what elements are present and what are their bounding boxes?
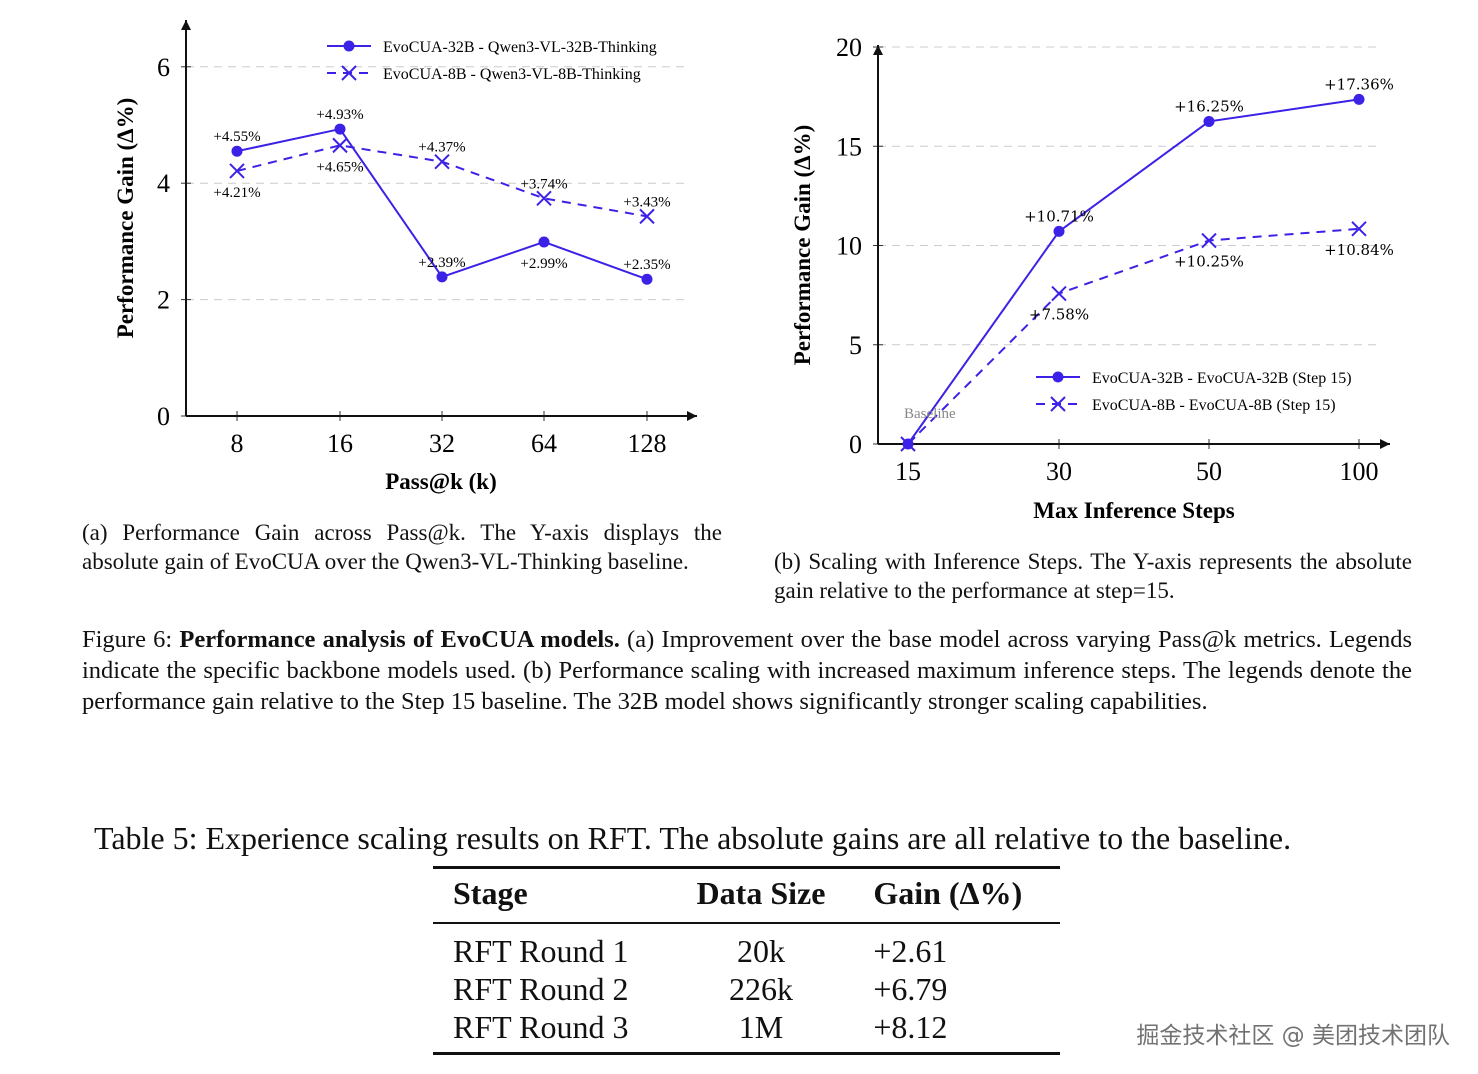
data-label: +4.93% xyxy=(316,107,363,123)
data-point-x xyxy=(1051,285,1067,302)
x-axis-arrow xyxy=(1380,439,1390,449)
data-label: +2.35% xyxy=(623,257,670,273)
x-tick-label: 15 xyxy=(895,457,921,486)
data-point-x xyxy=(332,137,348,154)
legend-marker xyxy=(1052,371,1064,383)
legend-label: EvoCUA-8B - EvoCUA-8B (Step 15) xyxy=(1092,397,1336,414)
figure-text: (a) Improvement over the base model acro… xyxy=(82,626,1412,715)
table-row: RFT Round 3 1M +8.12 xyxy=(433,1008,1060,1055)
cell-gain: +6.79 xyxy=(873,971,948,1007)
data-point-circle xyxy=(1053,225,1065,237)
table-row: RFT Round 1 20k +2.61 xyxy=(433,923,1060,970)
y-axis-label: Performance Gain (Δ%) xyxy=(790,125,815,366)
y-axis-label: Performance Gain (Δ%) xyxy=(113,98,138,339)
y-axis-arrow xyxy=(873,45,883,55)
table-header-row: Stage Data Size Gain (Δ%) xyxy=(433,866,1060,924)
legend-marker xyxy=(1050,396,1066,412)
data-point-circle xyxy=(231,145,243,157)
x-axis-label: Pass@k (k) xyxy=(385,469,497,495)
legend-label: EvoCUA-32B - EvoCUA-32B (Step 15) xyxy=(1092,370,1352,387)
y-tick-label: 4 xyxy=(157,169,170,198)
data-point-x xyxy=(1201,232,1217,249)
data-point-x xyxy=(639,208,655,225)
x-tick-label: 50 xyxy=(1196,457,1222,486)
data-point-circle xyxy=(436,271,448,283)
y-axis-arrow xyxy=(181,20,191,30)
y-tick-label: 20 xyxy=(836,33,862,62)
table-row: RFT Round 2 226k +6.79 xyxy=(433,970,1060,1008)
data-point-circle xyxy=(641,273,653,285)
data-point-x xyxy=(536,190,552,207)
y-tick-label: 6 xyxy=(157,53,170,82)
cell-stage: RFT Round 2 xyxy=(453,971,629,1007)
cell-stage: RFT Round 3 xyxy=(433,1008,669,1055)
x-tick-label: 128 xyxy=(628,429,667,458)
figure-charts: 0 2 4 6 8 16 32 64 128 +4.55% +4.93% +2.39% +2.99% +2… xyxy=(113,20,1394,523)
series-line-0 xyxy=(907,98,1360,445)
cell-gain: +8.12 xyxy=(853,1008,1060,1055)
data-label: +7.58% xyxy=(1029,306,1089,324)
series-line-1 xyxy=(236,144,648,218)
data-label: +17.36% xyxy=(1324,75,1394,93)
legend-marker xyxy=(341,65,357,81)
results-table: Stage Data Size Gain (Δ%) RFT Round 1 20k… xyxy=(433,866,1060,1055)
legend-label: EvoCUA-32B - Qwen3-VL-32B-Thinking xyxy=(383,39,657,56)
cell-data-size: 1M xyxy=(668,1008,854,1055)
table-title: Table 5: Experience scaling results on R… xyxy=(94,820,1292,856)
x-tick-label: 16 xyxy=(327,429,353,458)
data-label: +4.55% xyxy=(213,129,260,145)
legend-label: EvoCUA-8B - Qwen3-VL-8B-Thinking xyxy=(383,66,641,83)
legend-marker xyxy=(343,40,355,52)
figure-caption: Figure 6: Performance analysis of EvoCUA… xyxy=(82,624,1412,717)
x-axis-label: Max Inference Steps xyxy=(1033,498,1234,523)
data-label: +10.71% xyxy=(1024,207,1094,225)
data-point-circle xyxy=(1353,93,1365,105)
data-label: +3.43% xyxy=(623,194,670,210)
data-label: +4.65% xyxy=(316,159,363,175)
y-tick-label: 2 xyxy=(157,286,170,315)
caption-a: (a) Performance Gain across Pass@k. The … xyxy=(82,520,722,574)
baseline-annotation: Baseline xyxy=(904,406,956,422)
x-tick-label: 8 xyxy=(231,429,244,458)
data-label: +2.39% xyxy=(418,255,465,271)
data-label: +10.84% xyxy=(1324,241,1394,259)
x-tick-label: 32 xyxy=(429,429,455,458)
data-label: +2.99% xyxy=(520,256,567,272)
data-label: +4.21% xyxy=(213,185,260,201)
x-tick-label: 64 xyxy=(531,429,557,458)
y-tick-label: 10 xyxy=(836,232,862,261)
data-point-x xyxy=(434,153,450,170)
cell-stage: RFT Round 1 xyxy=(453,933,629,969)
data-label: +10.25% xyxy=(1174,253,1244,271)
cell-data-size: 226k xyxy=(728,971,793,1007)
data-label: +16.25% xyxy=(1174,97,1244,115)
caption-b: (b) Scaling with Inference Steps. The Y-… xyxy=(774,549,1412,603)
data-point-circle xyxy=(334,123,346,135)
data-label: +3.74% xyxy=(520,176,567,192)
watermark: 掘金技术社区 @ 美团技术团队 xyxy=(1136,1023,1450,1049)
x-axis-arrow xyxy=(687,411,697,421)
cell-gain: +2.61 xyxy=(873,933,948,969)
cell-data-size: 20k xyxy=(736,933,785,969)
y-tick-label: 15 xyxy=(836,132,862,161)
data-label: +4.37% xyxy=(418,140,465,156)
figure-bold-title: Performance analysis of EvoCUA models. xyxy=(179,626,620,653)
x-tick-label: 100 xyxy=(1340,457,1379,486)
figure-label: Figure 6: xyxy=(82,626,173,653)
header-data-size: Data Size xyxy=(668,866,854,924)
data-point-circle xyxy=(538,236,550,248)
data-point-x xyxy=(1351,221,1367,237)
x-tick-label: 30 xyxy=(1046,457,1072,486)
data-point-circle xyxy=(1203,115,1215,127)
data-point-x xyxy=(229,163,245,179)
data-point-x xyxy=(900,436,916,452)
header-gain: Gain (Δ%) xyxy=(853,866,1060,924)
y-tick-label: 0 xyxy=(157,402,170,431)
series-line-1 xyxy=(907,227,1360,445)
y-tick-label: 5 xyxy=(849,331,862,360)
y-tick-label: 0 xyxy=(849,430,862,459)
header-stage: Stage xyxy=(433,866,669,924)
